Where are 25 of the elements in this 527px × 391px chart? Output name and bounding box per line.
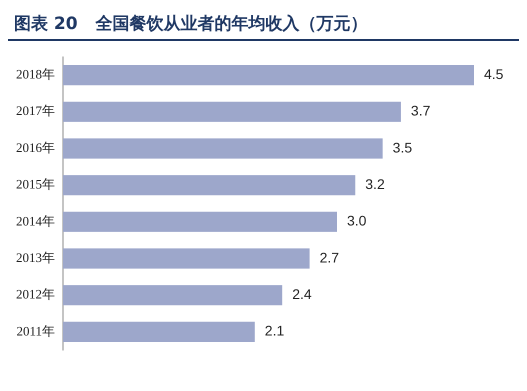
y-tick-label: 2012年 bbox=[16, 286, 55, 302]
y-tick-label: 2013年 bbox=[16, 250, 55, 265]
y-tick-label: 2016年 bbox=[16, 140, 55, 155]
bar bbox=[63, 285, 282, 306]
y-tick-label: 2015年 bbox=[16, 176, 55, 192]
data-label: 2.1 bbox=[264, 322, 284, 339]
data-label: 4.5 bbox=[484, 66, 504, 82]
bar bbox=[63, 322, 255, 342]
y-tick-label: 2018年 bbox=[16, 66, 55, 82]
bar bbox=[63, 175, 356, 196]
y-tick-label: 2011年 bbox=[16, 323, 55, 338]
bar bbox=[63, 102, 401, 122]
bar bbox=[63, 138, 383, 159]
data-label: 2.4 bbox=[292, 286, 312, 302]
y-tick-label: 2017年 bbox=[16, 103, 55, 118]
data-label: 3.0 bbox=[347, 212, 367, 229]
data-label: 3.2 bbox=[365, 176, 385, 192]
bar bbox=[63, 65, 474, 86]
bar bbox=[63, 212, 337, 232]
data-label: 2.7 bbox=[320, 249, 340, 266]
chart-title: 图表 20 全国餐饮从业者的年均收入（万元） bbox=[8, 8, 519, 41]
data-label: 3.5 bbox=[392, 139, 412, 156]
data-label: 3.7 bbox=[410, 102, 431, 119]
y-tick-label: 2014年 bbox=[16, 213, 55, 228]
bar bbox=[63, 248, 310, 269]
